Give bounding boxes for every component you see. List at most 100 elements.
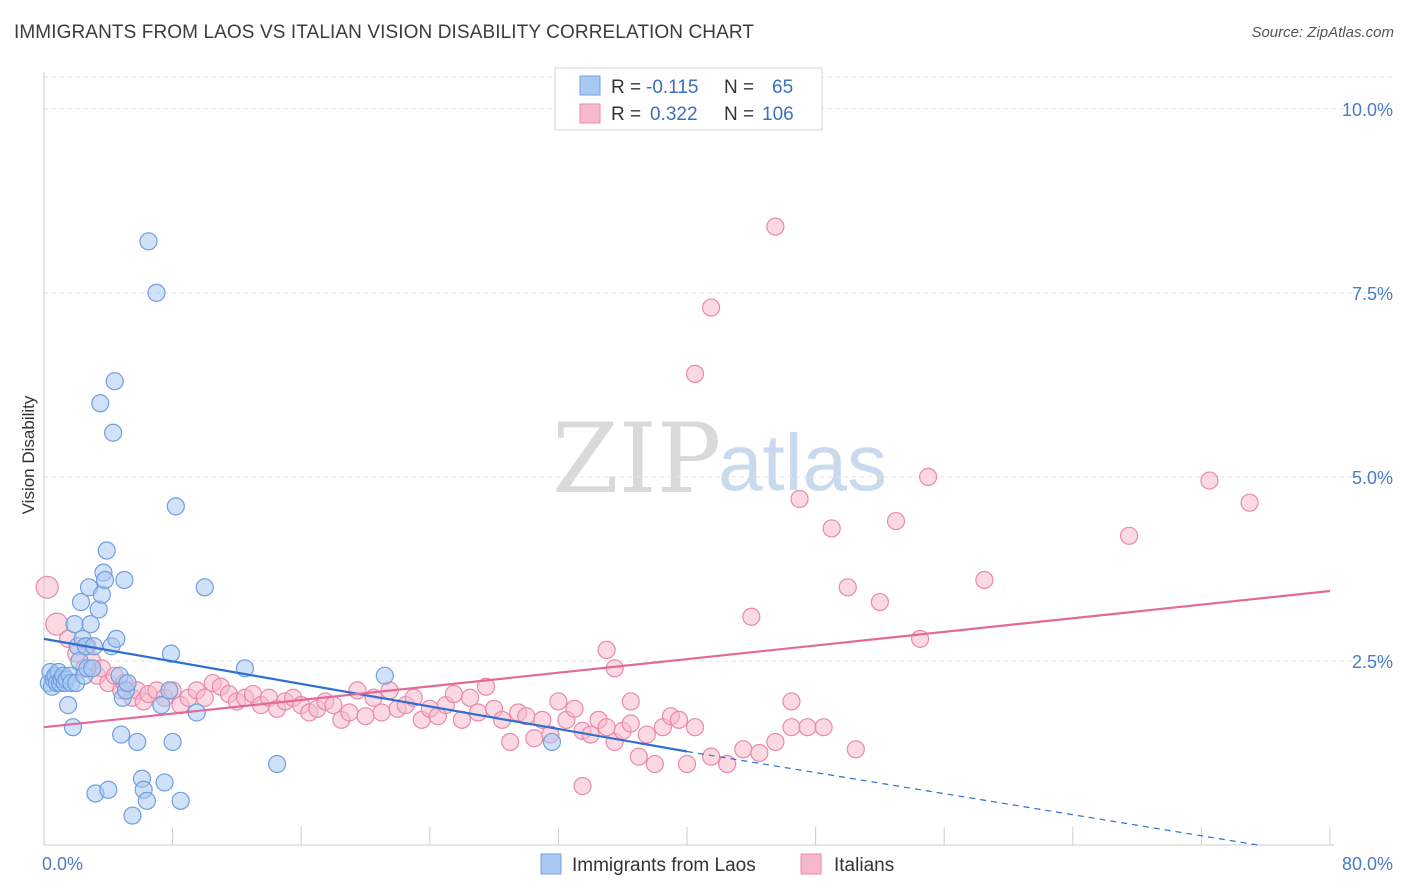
- italians-point-0: [35, 575, 59, 599]
- laos-point-27: [83, 659, 102, 678]
- laos-point-44: [115, 570, 134, 590]
- italians-point-98: [742, 607, 761, 626]
- legend-n-label-1: N =: [724, 77, 754, 98]
- italians-point-89: [766, 732, 785, 752]
- laos-point-51: [137, 791, 156, 810]
- tick-labels: 2.5% 5.0% 7.5% 10.0% 0.0% 80.0%: [42, 100, 1393, 874]
- italians-point-103: [870, 592, 890, 612]
- trend-lines: [43, 589, 1331, 846]
- italians-point-111: [702, 298, 721, 317]
- italians-point-58: [476, 677, 496, 696]
- correlation-legend: R = -0.115 N = 65 R = 0.322 N = 106: [554, 67, 823, 131]
- italians-point-56: [460, 688, 480, 707]
- italians-point-113: [766, 217, 785, 236]
- italians-point-23: [195, 688, 214, 707]
- laos-point-48: [128, 732, 147, 752]
- italians-point-104: [886, 511, 906, 531]
- laos-point-55: [155, 773, 174, 792]
- italians-point-85: [702, 747, 721, 766]
- italians-point-64: [525, 729, 544, 748]
- italians-point-61: [501, 732, 520, 752]
- laos-point-12: [59, 696, 78, 715]
- watermark-zip: ZIP: [552, 403, 721, 515]
- y-tick-label-1: 5.0%: [1352, 468, 1393, 488]
- series-immigrants-from-laos: [39, 232, 562, 825]
- legend-n-value-1: 65: [772, 77, 793, 98]
- italians-point-106: [919, 467, 938, 487]
- italians-point-101: [822, 519, 841, 538]
- laos-point-64: [267, 754, 287, 774]
- laos-point-35: [97, 541, 116, 560]
- italians-point-42: [348, 681, 367, 700]
- italians-point-87: [734, 740, 753, 759]
- laos-point-39: [105, 372, 124, 391]
- italians-point-78: [637, 725, 656, 744]
- laos-point-54: [152, 696, 171, 715]
- italians-point-91: [798, 718, 817, 737]
- laos-point-62: [195, 578, 214, 597]
- laos-point-52: [139, 232, 158, 251]
- laos-point-40: [107, 629, 126, 648]
- italians-point-41: [340, 703, 359, 722]
- y-tick-label-3: 10.0%: [1342, 100, 1393, 120]
- italians-point-45: [372, 703, 391, 722]
- legend-swatch-blue: [579, 75, 601, 96]
- laos-point-42: [112, 725, 131, 744]
- laos-point-47: [123, 806, 142, 825]
- italians-point-67: [549, 692, 568, 711]
- italians-point-93: [846, 740, 865, 759]
- italians-point-107: [975, 570, 994, 590]
- grid: [44, 76, 1392, 662]
- italians-point-92: [814, 718, 833, 737]
- x-tick-label-max: 80.0%: [1342, 854, 1393, 874]
- bottom-legend-swatch-blue: [540, 853, 562, 875]
- laos-point-15: [63, 718, 83, 737]
- italians-point-97: [621, 692, 640, 711]
- laos-point-59: [166, 497, 185, 516]
- bottom-legend-swatch-pink: [800, 853, 822, 875]
- laos-point-32: [92, 585, 111, 604]
- italians-point-90: [782, 718, 801, 737]
- legend-n-label-2: N =: [724, 104, 754, 125]
- laos-point-30: [89, 600, 108, 619]
- legend-r-label-2: R =: [611, 104, 641, 125]
- laos-point-65: [375, 666, 394, 685]
- laos-point-20: [71, 592, 91, 612]
- italians-point-112: [685, 364, 705, 383]
- italians-point-54: [444, 684, 464, 704]
- italians-point-84: [685, 718, 705, 737]
- laos-point-56: [160, 681, 179, 700]
- italians-point-88: [750, 743, 769, 763]
- italians-point-43: [356, 707, 375, 726]
- italians-point-95: [597, 640, 616, 660]
- italians-point-76: [621, 714, 640, 733]
- chart-title: IMMIGRANTS FROM LAOS VS ITALIAN VISION D…: [14, 22, 755, 43]
- bottom-legend-laos: Immigrants from Laos: [572, 855, 756, 876]
- laos-point-34: [95, 570, 115, 590]
- x-tick-label-min: 0.0%: [42, 854, 83, 874]
- laos-point-38: [104, 423, 123, 442]
- italians-point-102: [838, 578, 857, 597]
- italians-point-69: [565, 699, 584, 718]
- italians-point-86: [718, 754, 737, 774]
- source-credit: Source: ZipAtlas.com: [1251, 24, 1394, 41]
- legend-n-value-2: 106: [762, 104, 794, 125]
- y-axis-label: Vision Disability: [19, 395, 38, 514]
- italians-point-65: [533, 710, 552, 729]
- laos-point-46: [118, 673, 137, 693]
- y-tick-label-2: 7.5%: [1352, 284, 1393, 304]
- italians-point-77: [629, 747, 648, 766]
- legend-r-label-1: R =: [611, 77, 641, 98]
- italians-point-100: [790, 489, 809, 509]
- laos-point-58: [163, 732, 182, 752]
- laos-point-53: [147, 283, 166, 302]
- italians-trend-line: [43, 589, 1331, 729]
- bottom-legend-italians: Italians: [834, 855, 894, 876]
- laos-point-66: [542, 732, 562, 752]
- legend-swatch-pink: [579, 103, 601, 124]
- italians-point-94: [573, 777, 592, 796]
- laos-point-36: [99, 780, 118, 799]
- laos-point-26: [81, 615, 100, 634]
- italians-point-99: [782, 692, 801, 711]
